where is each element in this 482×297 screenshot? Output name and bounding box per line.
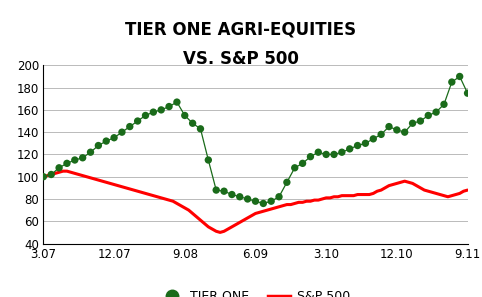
Point bbox=[362, 141, 369, 146]
Point bbox=[134, 119, 142, 124]
Point bbox=[330, 152, 338, 157]
Point bbox=[118, 130, 126, 135]
Point bbox=[126, 124, 134, 129]
Point bbox=[275, 194, 283, 199]
Point bbox=[448, 80, 455, 84]
Point bbox=[63, 161, 71, 166]
Legend: TIER ONE, S&P 500: TIER ONE, S&P 500 bbox=[156, 285, 355, 297]
Point bbox=[369, 137, 377, 141]
Point bbox=[71, 158, 79, 162]
Point bbox=[228, 192, 236, 197]
Point bbox=[165, 104, 173, 109]
Point bbox=[55, 165, 63, 170]
Point bbox=[354, 143, 362, 148]
Point bbox=[416, 119, 424, 124]
Point bbox=[322, 152, 330, 157]
Point bbox=[102, 139, 110, 143]
Point bbox=[94, 143, 102, 148]
Point bbox=[213, 188, 220, 192]
Point bbox=[393, 128, 401, 132]
Point bbox=[47, 172, 55, 177]
Point bbox=[409, 121, 416, 126]
Point bbox=[299, 161, 307, 166]
Point bbox=[346, 146, 354, 151]
Text: TIER ONE AGRI-EQUITIES: TIER ONE AGRI-EQUITIES bbox=[125, 21, 357, 39]
Point bbox=[157, 108, 165, 112]
Point bbox=[220, 189, 228, 194]
Point bbox=[142, 113, 149, 118]
Point bbox=[291, 165, 298, 170]
Point bbox=[338, 150, 346, 155]
Point bbox=[79, 155, 86, 160]
Point bbox=[236, 194, 243, 199]
Point bbox=[197, 127, 204, 131]
Point bbox=[87, 150, 94, 155]
Point bbox=[432, 110, 440, 115]
Point bbox=[181, 113, 188, 118]
Point bbox=[244, 197, 252, 201]
Point bbox=[189, 121, 197, 126]
Point bbox=[149, 110, 157, 115]
Point bbox=[440, 102, 448, 107]
Point bbox=[252, 199, 259, 204]
Point bbox=[385, 124, 393, 129]
Point bbox=[283, 180, 291, 185]
Point bbox=[314, 150, 322, 155]
Point bbox=[40, 174, 47, 179]
Text: VS. S&P 500: VS. S&P 500 bbox=[183, 50, 299, 69]
Point bbox=[464, 91, 471, 96]
Point bbox=[173, 100, 181, 105]
Point bbox=[401, 130, 409, 135]
Point bbox=[377, 132, 385, 137]
Point bbox=[268, 199, 275, 204]
Point bbox=[110, 135, 118, 140]
Point bbox=[456, 74, 464, 79]
Point bbox=[307, 154, 314, 159]
Point bbox=[425, 113, 432, 118]
Point bbox=[204, 158, 212, 162]
Point bbox=[259, 201, 267, 206]
